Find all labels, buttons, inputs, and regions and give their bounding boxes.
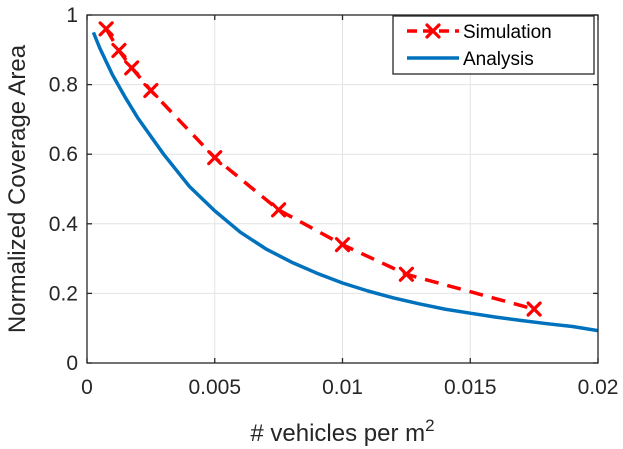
x-tick-label: 0.01 — [322, 376, 363, 399]
series-line-analysis — [91, 31, 598, 333]
y-tick-label: 0.6 — [49, 143, 78, 166]
x-axis-label-superscript: 2 — [425, 416, 434, 435]
x-marker — [425, 23, 441, 39]
x-marker-stroke-b — [398, 266, 414, 282]
x-marker — [271, 202, 287, 218]
y-tick-label: 0.4 — [49, 213, 79, 236]
x-tick-label: 0.015 — [444, 376, 497, 399]
y-tick-label: 1 — [66, 4, 78, 27]
x-axis-label-text: # vehicles per m — [250, 420, 425, 447]
x-marker-stroke-b — [207, 150, 223, 166]
x-marker-stroke-b — [271, 202, 287, 218]
x-marker-stroke-b — [334, 237, 351, 253]
legend-label-analysis: Analysis — [463, 49, 534, 70]
y-tick-label: 0.8 — [49, 74, 78, 97]
x-tick-label: 0 — [81, 376, 93, 399]
series-layer — [91, 21, 598, 333]
x-marker-stroke-b — [111, 42, 127, 59]
ticks: 0 0.005 0.01 0.015 0.02 0 0.2 0.4 0.6 0.8 1 — [49, 4, 619, 399]
x-marker — [143, 82, 159, 99]
x-marker-stroke-b — [98, 21, 114, 37]
x-marker-stroke-b — [425, 23, 441, 39]
x-marker-stroke-b — [124, 60, 140, 76]
x-marker — [124, 60, 140, 76]
y-tick-label: 0.2 — [49, 282, 78, 305]
x-marker — [111, 42, 127, 59]
x-marker — [334, 237, 351, 253]
y-tick-label: 0 — [66, 352, 78, 375]
x-tick-label: 0.005 — [188, 376, 241, 399]
legend: Simulation Analysis — [392, 15, 595, 75]
x-marker-stroke-b — [526, 301, 542, 317]
legend-label-simulation: Simulation — [463, 22, 552, 43]
x-marker — [207, 150, 223, 166]
x-marker — [526, 301, 542, 317]
x-tick-label: 0.02 — [578, 376, 619, 399]
x-marker — [398, 266, 414, 282]
y-axis-label: Normalized Coverage Area — [4, 44, 31, 333]
x-axis-label: # vehicles per m2 — [250, 416, 434, 447]
x-marker-stroke-b — [143, 82, 159, 99]
x-marker — [98, 21, 114, 37]
